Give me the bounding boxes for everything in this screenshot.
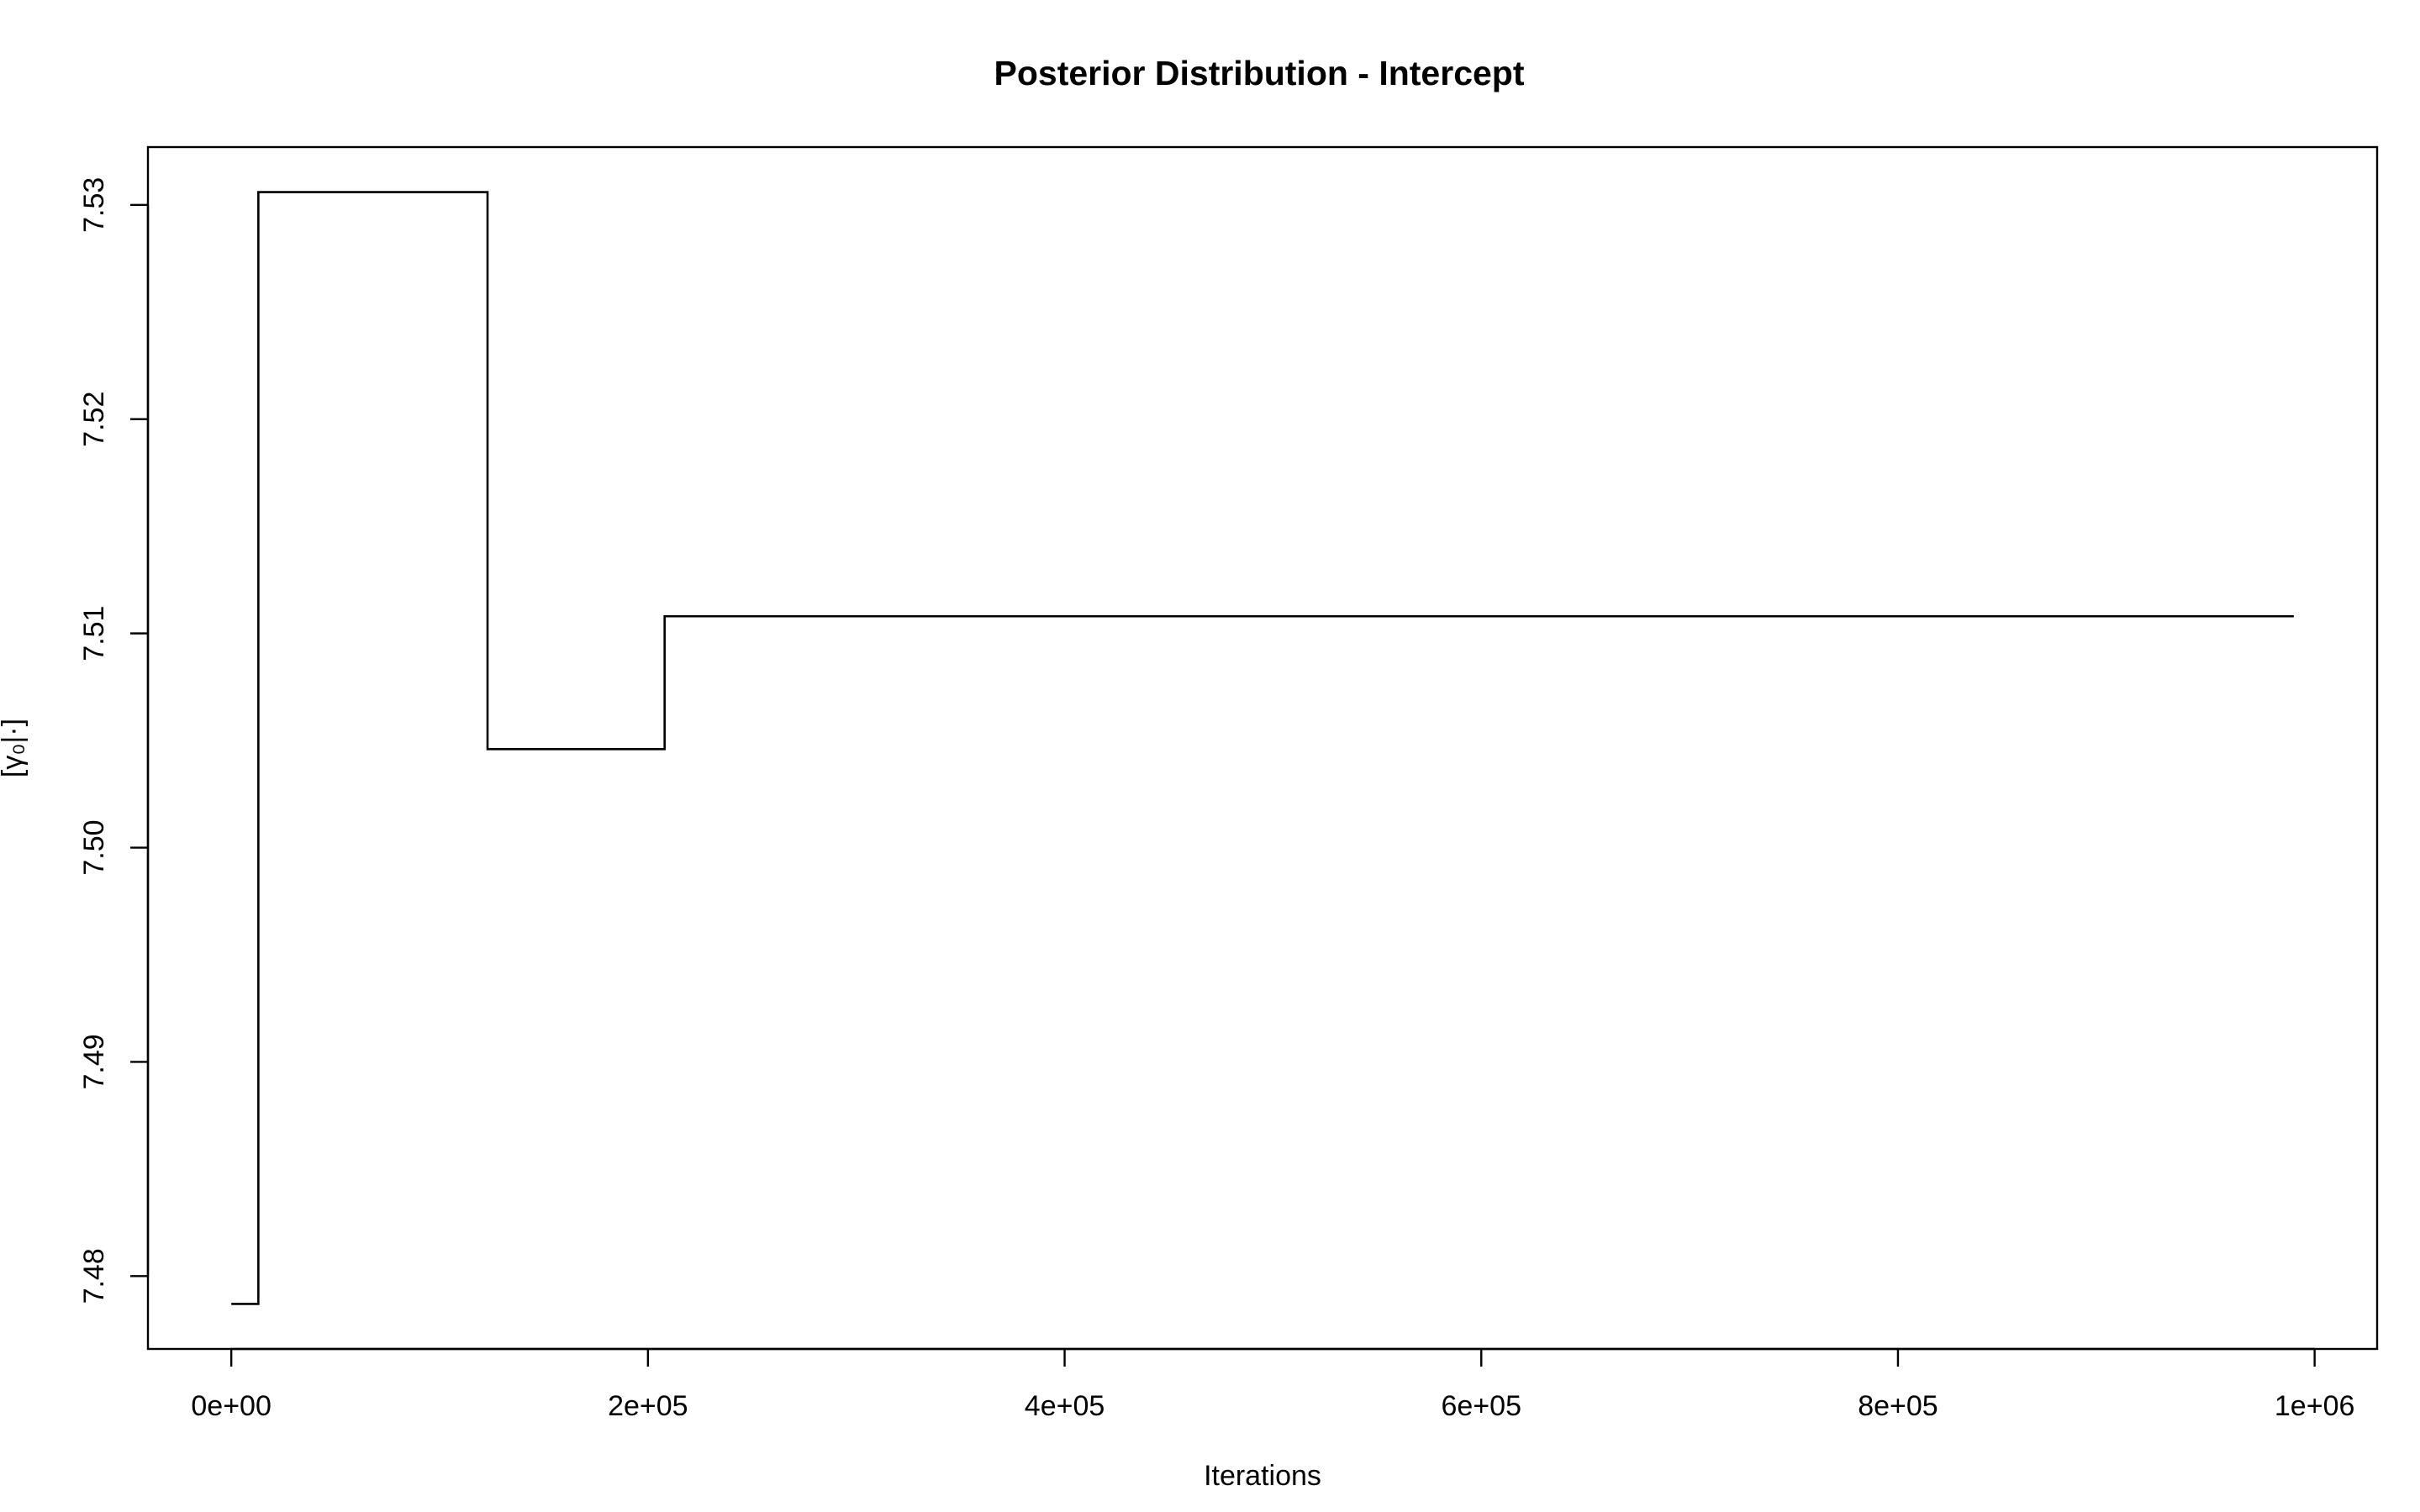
plot-frame bbox=[146, 145, 2379, 1351]
x-tick-label: 1e+06 bbox=[2275, 1390, 2355, 1422]
series-layer bbox=[231, 191, 2294, 1305]
x-tick-label: 6e+05 bbox=[1441, 1390, 1521, 1422]
y-tick-label: 7.49 bbox=[78, 1034, 110, 1089]
x-tick-label: 2e+05 bbox=[608, 1390, 688, 1422]
y-axis-label: [γ₀|·] bbox=[0, 719, 29, 777]
y-axis: 7.48 7.49 7.50 7.51 7.52 7.53 bbox=[78, 177, 150, 1304]
y-tick-label: 7.50 bbox=[78, 819, 110, 875]
x-tick-label: 4e+05 bbox=[1025, 1390, 1105, 1422]
x-tick-label: 8e+05 bbox=[1858, 1390, 1938, 1422]
x-tick-label: 0e+00 bbox=[191, 1390, 272, 1422]
chart-title: Posterior Distribution - Intercept bbox=[994, 54, 1525, 92]
y-tick-label: 7.53 bbox=[78, 177, 110, 233]
x-axis-label: Iterations bbox=[1204, 1460, 1321, 1492]
x-axis: 0e+00 2e+05 4e+05 6e+05 8e+05 1e+06 bbox=[191, 1347, 2355, 1422]
y-tick-label: 7.52 bbox=[78, 392, 110, 447]
y-tick-label: 7.48 bbox=[78, 1248, 110, 1304]
y-tick-label: 7.51 bbox=[78, 606, 110, 661]
trace-line-0 bbox=[231, 191, 2294, 1305]
